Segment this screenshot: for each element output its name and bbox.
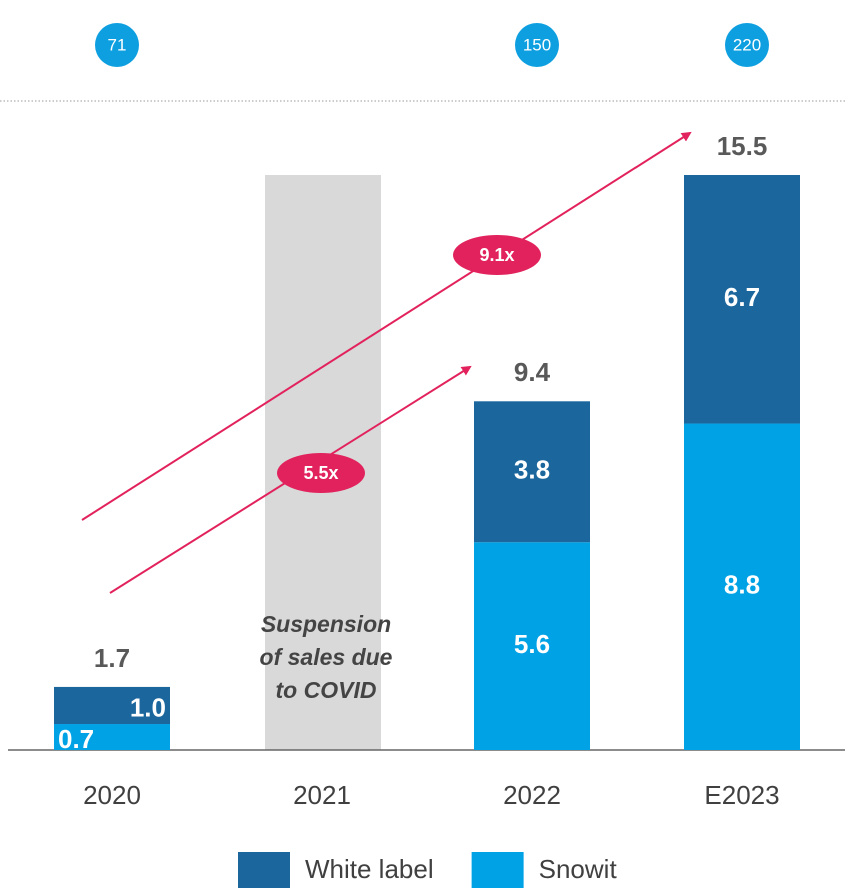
- x-tick-label: 2020: [83, 780, 141, 810]
- legend-label: White label: [305, 854, 434, 884]
- growth-label: 9.1x: [479, 245, 514, 265]
- total-label: 9.4: [514, 357, 551, 387]
- bar-segment: [684, 423, 800, 750]
- x-tick-label: 2021: [293, 780, 351, 810]
- suspension-note: to COVID: [276, 677, 377, 703]
- suspension-note: of sales due: [260, 644, 393, 670]
- count-label: 150: [523, 35, 551, 54]
- bar-segment: [474, 542, 590, 750]
- count-label: 71: [108, 35, 127, 54]
- segment-label: 0.7: [58, 724, 94, 754]
- segment-label: 3.8: [514, 455, 550, 485]
- segment-label: 6.7: [724, 282, 760, 312]
- count-label: 220: [733, 35, 761, 54]
- bar-segment: [54, 724, 170, 750]
- total-label: 1.7: [94, 643, 130, 673]
- bar-segment: [474, 401, 590, 543]
- growth-label: 5.5x: [303, 463, 338, 483]
- count-badge: [515, 23, 559, 67]
- segment-label: 5.6: [514, 629, 550, 659]
- growth-badge: [453, 235, 541, 275]
- legend-swatch: [471, 852, 524, 888]
- count-badge: [725, 23, 769, 67]
- suspension-note: Suspension: [261, 611, 391, 637]
- legend-swatch: [238, 852, 290, 888]
- segment-label: 1.0: [130, 692, 166, 722]
- bar-segment: [54, 686, 170, 725]
- count-badge: [95, 23, 139, 67]
- growth-badge: [277, 453, 365, 493]
- growth-arrow: [81, 131, 692, 521]
- x-tick-label: E2023: [704, 780, 779, 810]
- segment-label: 8.8: [724, 570, 760, 600]
- bar-segment: [684, 175, 800, 424]
- x-tick-label: 2022: [503, 780, 561, 810]
- legend-label: Snowit: [539, 854, 618, 884]
- total-label: 15.5: [717, 131, 768, 161]
